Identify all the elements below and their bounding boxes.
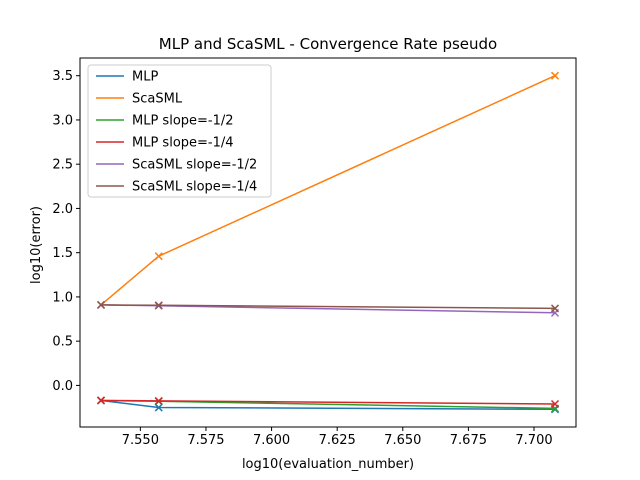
marker-stroke: [154, 403, 163, 412]
legend: MLP ScaSML MLP slope=-1/2 MLP slope=-1/4 Sca…: [87, 64, 272, 198]
y-tick-label: 2.5: [52, 158, 73, 173]
legend-label-1: ScaSML: [132, 92, 183, 107]
plot-area: 7.550 7.575 7.600 7.625 7.650 7.675 7.700 0.0 0.…: [52, 57, 577, 448]
series-1-point-2: [550, 71, 560, 80]
legend-label-3: MLP slope=-1/4: [132, 136, 234, 151]
y-tick-label: 1.0: [52, 290, 73, 305]
x-tick-label: 7.650: [384, 433, 421, 448]
x-tick-label: 7.675: [450, 433, 487, 448]
legend-label-5: ScaSML slope=-1/4: [132, 180, 257, 195]
series-5-point-0: [96, 300, 106, 309]
series-5-point-1: [154, 301, 163, 310]
series-3-point-1: [154, 396, 163, 405]
axes-frame: [79, 57, 577, 428]
x-tick-label: 7.575: [187, 433, 224, 448]
y-tick-label: 1.5: [52, 246, 73, 261]
x-tick-label: 7.625: [319, 433, 356, 448]
legend-label-0: MLP: [132, 70, 158, 85]
y-tick-label: 3.5: [52, 69, 73, 84]
marker-stroke: [96, 300, 106, 309]
legend-box: [87, 64, 272, 198]
y-tick-label: 0.5: [52, 335, 73, 350]
chart-title: MLP and ScaSML - Convergence Rate pseudo: [159, 35, 497, 53]
y-tick-label: 2.0: [52, 202, 73, 217]
marker-stroke: [550, 399, 560, 409]
x-axis-label: log10(evaluation_number): [242, 457, 414, 472]
marker-stroke: [550, 304, 560, 313]
series-3-point-0: [96, 396, 106, 405]
legend-label-4: ScaSML slope=-1/2: [132, 158, 257, 173]
series-5-point-2: [550, 304, 560, 313]
y-axis-label: log10(error): [29, 206, 44, 284]
marker-stroke: [154, 252, 163, 261]
y-tick-label: 0.0: [52, 379, 73, 394]
x-tick-label: 7.700: [515, 433, 552, 448]
series-0-point-1: [154, 403, 163, 412]
marker-stroke: [96, 396, 106, 405]
marker-stroke: [154, 301, 163, 310]
marker-stroke: [154, 396, 163, 405]
y-tick-label: 3.0: [52, 113, 73, 128]
series-3-point-2: [550, 399, 560, 409]
x-tick-label: 7.600: [253, 433, 290, 448]
legend-label-2: MLP slope=-1/2: [132, 114, 234, 129]
marker-stroke: [550, 71, 560, 80]
x-tick-label: 7.550: [122, 433, 159, 448]
series-1-point-1: [154, 252, 163, 261]
